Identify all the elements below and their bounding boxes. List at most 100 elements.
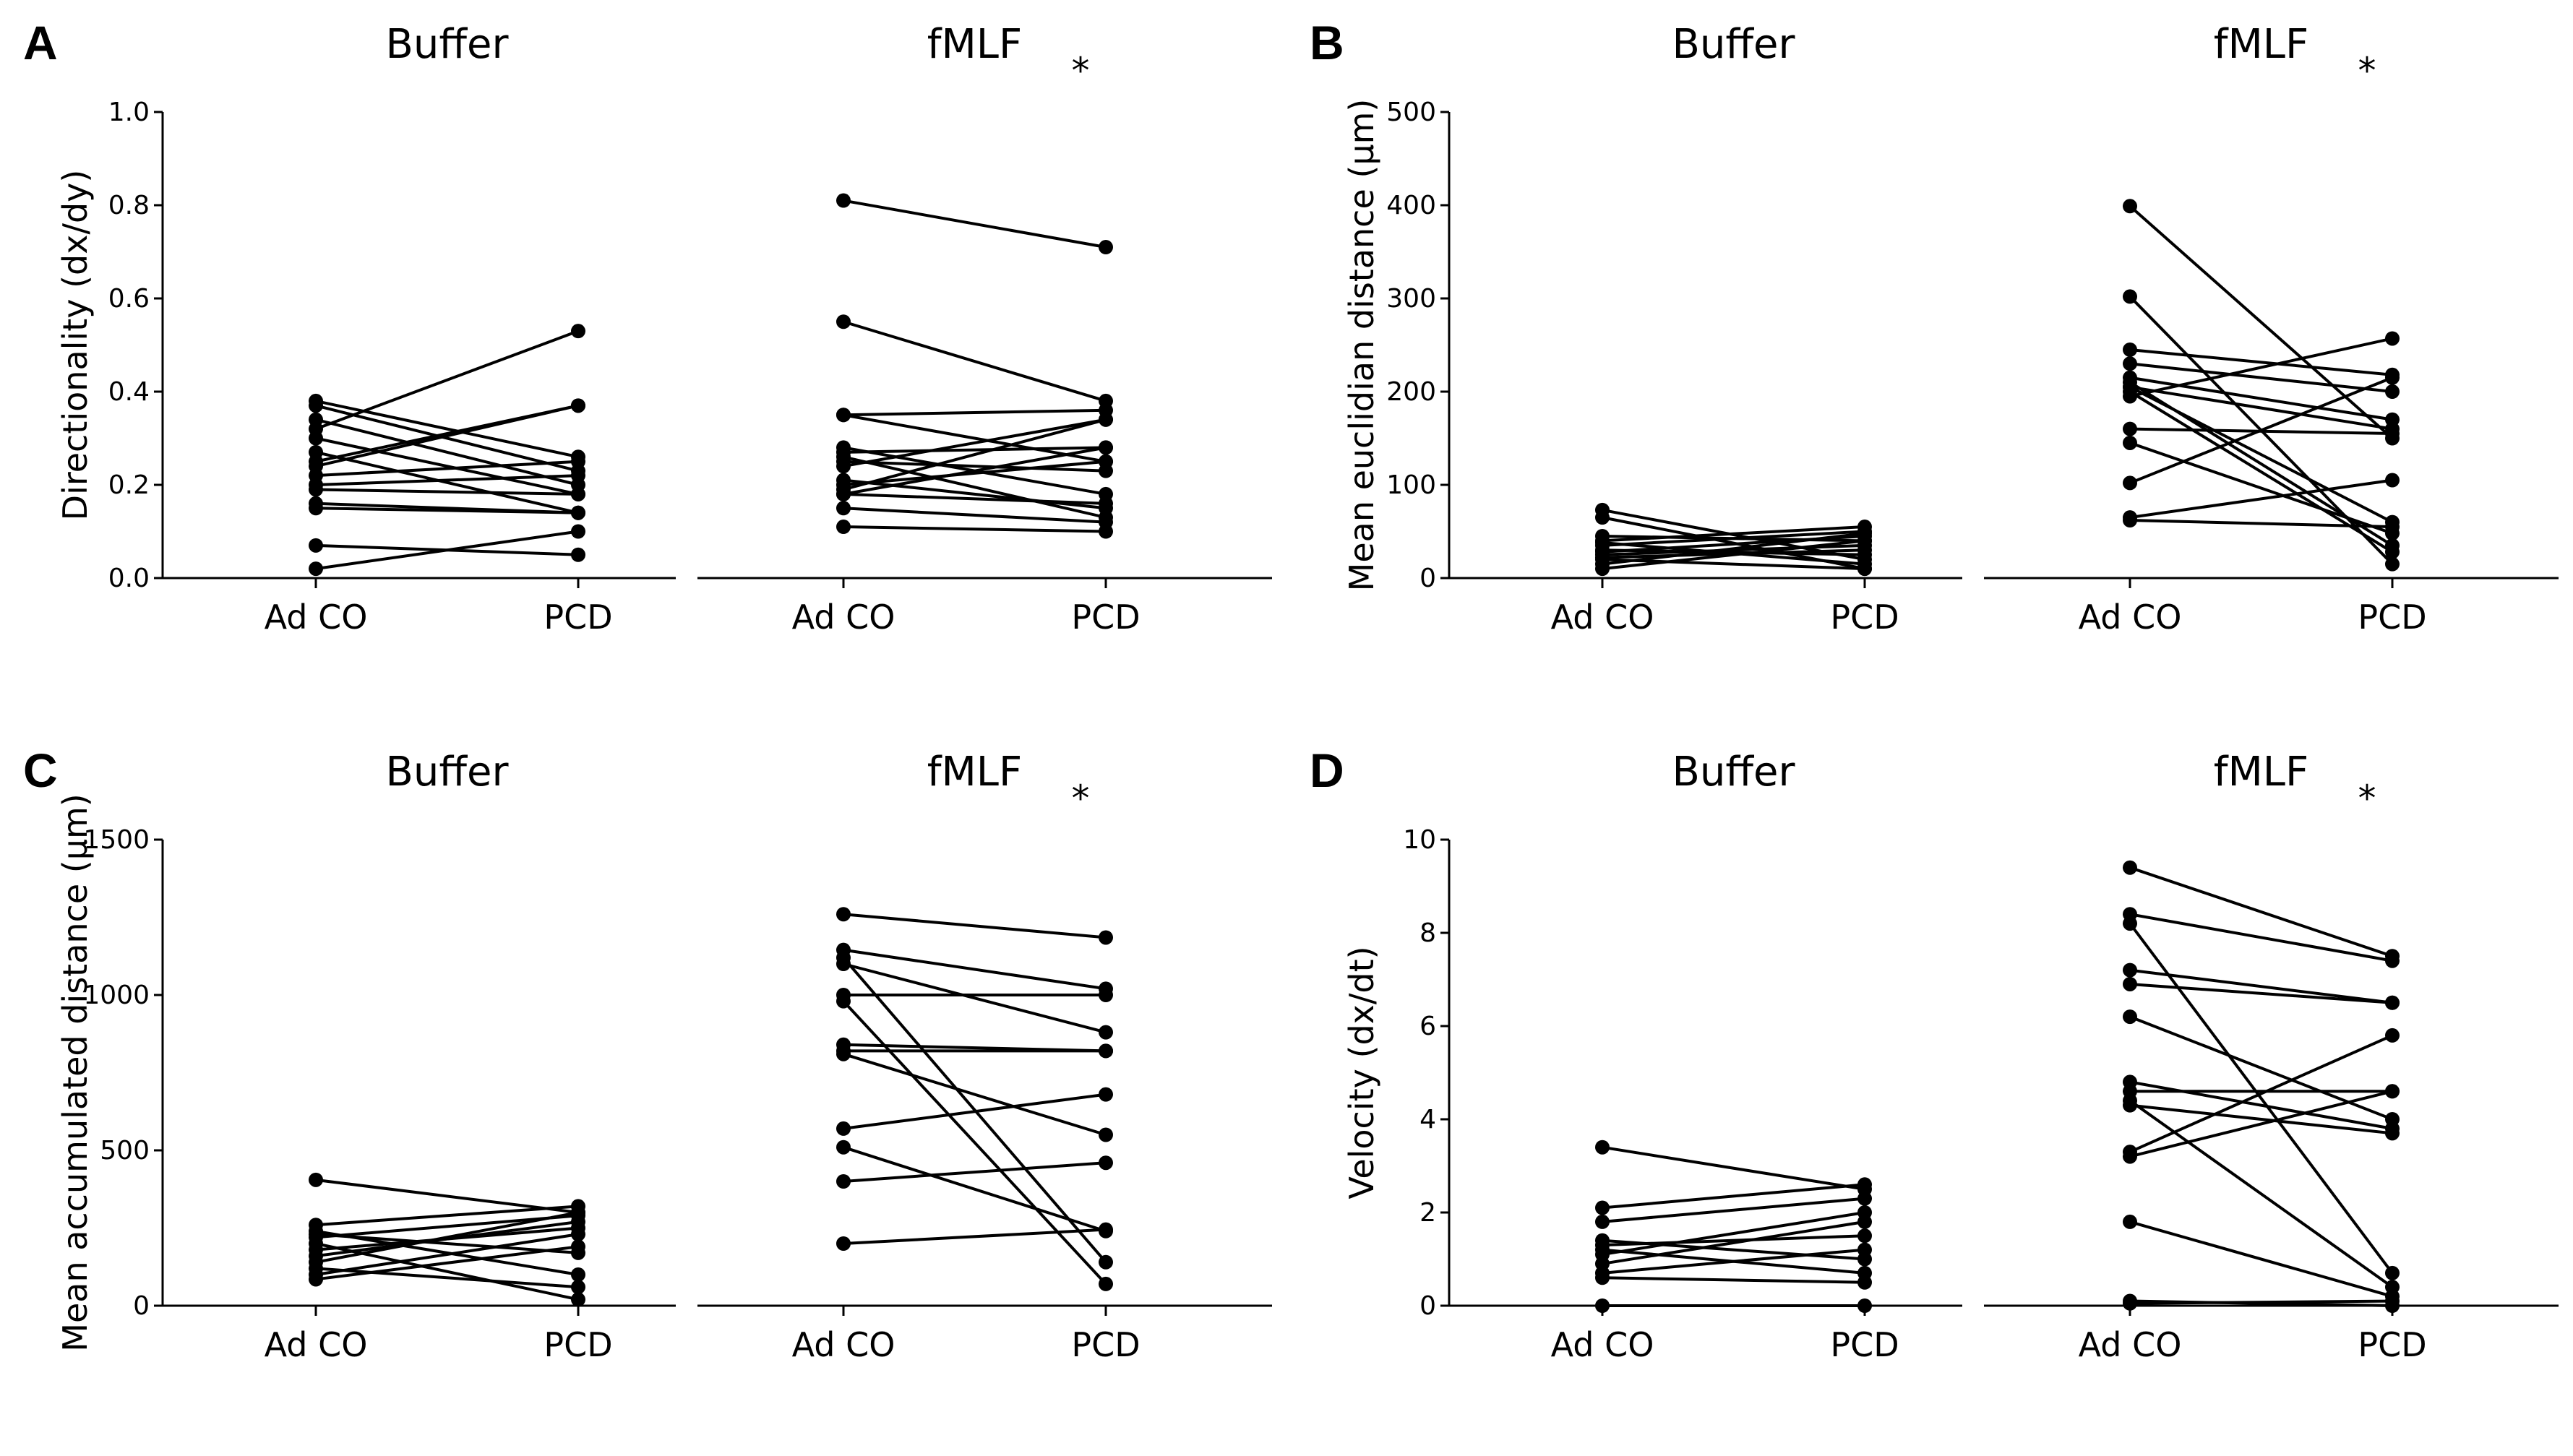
pair-line (843, 418, 1107, 468)
y-tick-label: 10 (1403, 825, 1436, 855)
data-point-pcd (2385, 544, 2400, 559)
data-point-adco (2123, 199, 2137, 214)
data-point-adco (836, 314, 851, 329)
data-point-adco (836, 1140, 851, 1155)
pair-line (315, 404, 579, 468)
y-tick-label: 1000 (83, 981, 150, 1010)
pair-line (1602, 1183, 1865, 1210)
y-tick-label: 500 (100, 1136, 150, 1166)
data-point-adco (2123, 1098, 2137, 1113)
data-point-pcd (2385, 1028, 2400, 1043)
data-point-pcd (571, 486, 585, 501)
data-point-pcd (571, 524, 585, 539)
pair-line (843, 460, 1107, 473)
data-point-adco (2123, 342, 2137, 357)
pair-line (315, 399, 579, 459)
significance-star: * (2358, 50, 2376, 92)
pair-line (315, 1214, 579, 1239)
data-point-adco (836, 994, 851, 1009)
y-tick-label: 0.0 (108, 564, 150, 593)
data-point-pcd (1099, 930, 1113, 945)
data-point-adco (2123, 1214, 2137, 1229)
x-category-label: Ad CO (1551, 1325, 1654, 1364)
pair-line (1602, 539, 1865, 571)
data-point-adco (836, 520, 851, 535)
pair-line (1602, 1234, 1865, 1247)
pair-line (842, 957, 1107, 1264)
data-point-adco (1595, 1270, 1610, 1285)
data-point-pcd (571, 1205, 585, 1220)
panel-letter: D (1310, 744, 1344, 797)
data-point-adco (309, 1172, 323, 1187)
pair-line (2129, 866, 2393, 958)
pair-line (1602, 558, 1865, 571)
data-point-pcd (1857, 1177, 1872, 1192)
data-point-pcd (571, 547, 585, 562)
pair-line (2129, 376, 2393, 485)
pair-line (2129, 385, 2393, 524)
data-point-adco (2123, 962, 2137, 978)
data-point-adco (1595, 1200, 1610, 1215)
pair-line (2129, 362, 2393, 393)
y-tick-label: 1500 (83, 825, 150, 855)
pair-line (2129, 1299, 2393, 1305)
data-point-pcd (2385, 1084, 2400, 1099)
data-point-pcd (1857, 1214, 1872, 1229)
pair-line (843, 525, 1107, 533)
data-point-pcd (1099, 1087, 1113, 1102)
y-tick-label: 8 (1419, 918, 1436, 948)
pair-line (843, 962, 1107, 1034)
group-title: fMLF (927, 21, 1022, 68)
pair-line (2129, 348, 2393, 376)
data-point-pcd (1099, 1025, 1113, 1040)
pair-line (315, 450, 579, 514)
pair-line (2129, 1090, 2393, 1158)
data-point-pcd (1099, 240, 1113, 255)
data-point-pcd (1099, 1155, 1113, 1171)
data-point-adco (309, 561, 323, 577)
pair-line (2129, 968, 2393, 1004)
x-category-label: PCD (1830, 598, 1899, 637)
group-title: Buffer (1672, 21, 1796, 68)
data-point-pcd (1857, 1191, 1872, 1206)
pair-line (843, 320, 1107, 402)
x-category-label: PCD (544, 598, 612, 637)
data-point-pcd (2385, 331, 2400, 346)
data-point-pcd (1857, 1228, 1872, 1244)
group-title: fMLF (2214, 21, 2308, 68)
data-point-pcd (2385, 556, 2400, 572)
data-point-adco (1595, 561, 1610, 577)
data-point-adco (836, 1236, 851, 1251)
pair-line (1602, 1248, 1865, 1275)
pair-line (843, 1161, 1107, 1183)
pair-line (2129, 982, 2393, 1004)
data-point-pcd (1857, 1275, 1872, 1290)
pair-line (842, 1000, 1107, 1285)
pair-line (843, 948, 1107, 991)
y-tick-label: 0.6 (108, 284, 150, 314)
pair-line (2129, 1220, 2393, 1298)
data-point-adco (2123, 976, 2137, 991)
pair-line (1602, 525, 1865, 543)
pair-line (315, 329, 579, 431)
pair-line (2129, 390, 2394, 553)
data-point-adco (1595, 1298, 1610, 1313)
pair-line (843, 460, 1107, 486)
y-tick-label: 0.4 (108, 377, 150, 407)
data-point-pcd (2385, 1265, 2400, 1280)
pair-line (843, 1052, 1107, 1137)
data-point-adco (2123, 916, 2137, 931)
x-category-label: Ad CO (792, 598, 895, 637)
pair-line (1602, 1197, 1865, 1223)
data-point-pcd (1099, 1043, 1113, 1059)
significance-star: * (1072, 777, 1090, 819)
data-point-pcd (1099, 988, 1113, 1002)
data-point-adco (836, 193, 851, 208)
x-category-label: Ad CO (2079, 1325, 2182, 1364)
x-category-label: PCD (2358, 598, 2426, 637)
data-point-pcd (571, 324, 585, 339)
pair-line (315, 1220, 579, 1258)
pair-line (315, 488, 579, 496)
pair-line (315, 530, 579, 571)
